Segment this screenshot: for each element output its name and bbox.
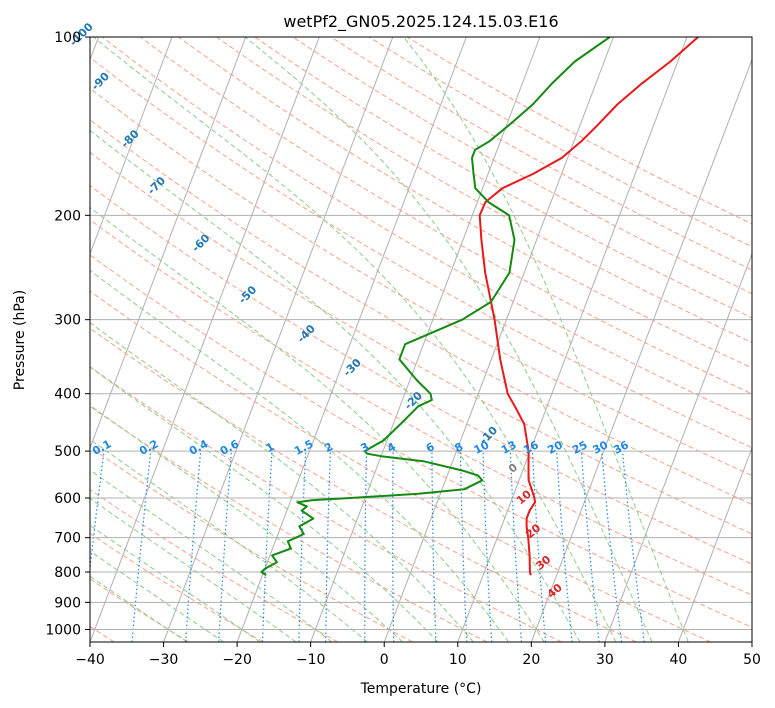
mixing-ratio-lines	[90, 451, 645, 642]
x-tick-label: 20	[522, 652, 540, 668]
mixing-ratio-label: 10	[472, 438, 492, 457]
mixing-ratio-label: 13	[499, 438, 519, 457]
pressure-grid	[90, 37, 752, 630]
isotherm-line	[90, 37, 173, 256]
x-tick-label: 0	[380, 652, 389, 668]
x-tick-label: 10	[449, 652, 467, 668]
axes: −40 −30 −20 −10 0 10 20 30 40 50 100 200 300 400 500 60…	[45, 30, 761, 668]
mixing-ratio-label: 20	[545, 438, 565, 457]
x-tick-label: 30	[596, 652, 614, 668]
moist-adiabat-line	[90, 575, 188, 642]
plot-frame	[89, 36, 753, 643]
dry-adiabat-line	[90, 405, 488, 642]
dry-adiabat-line	[90, 254, 752, 628]
mixing-ratio-line	[556, 451, 573, 642]
dry-adiabat-line	[90, 290, 712, 642]
dry-adiabat-line	[90, 446, 413, 642]
isotherm-line	[163, 37, 394, 642]
y-tick-label: 600	[54, 491, 81, 507]
moist-adiabat-line	[90, 497, 297, 642]
mixing-ratio-line	[185, 451, 202, 642]
moist-adiabat-line	[403, 37, 689, 642]
y-tick-label: 300	[54, 313, 81, 329]
x-tick-label: −20	[222, 652, 252, 668]
dry-adiabat-line	[140, 37, 752, 395]
isotherm-line	[677, 446, 752, 642]
y-tick-label: 900	[54, 595, 81, 611]
dry-adiabat-line	[178, 37, 752, 369]
moist-adiabat-line	[90, 550, 224, 642]
x-axis-label: Temperature (°C)	[360, 681, 482, 697]
y-tick-label: 800	[54, 565, 81, 581]
isotherm-line	[236, 37, 467, 642]
y-tick-label: 400	[54, 387, 81, 403]
isotherm-line	[90, 37, 320, 642]
isotherm-line	[530, 58, 752, 642]
y-axis-label: Pressure (hPa)	[12, 290, 28, 390]
moist-adiabat-line	[90, 404, 403, 642]
moist-adiabat-line	[90, 129, 581, 642]
y-tick-label: 500	[54, 444, 81, 460]
dry-adiabats	[90, 37, 752, 642]
mixing-ratio-label: 36	[611, 438, 631, 457]
isotherm-line	[383, 37, 614, 642]
dry-adiabat-line	[90, 184, 752, 565]
moist-adiabat-line	[90, 469, 332, 642]
moist-adiabat-line	[90, 206, 545, 642]
dry-adiabat-line	[90, 532, 264, 642]
mixing-ratio-label: 16	[521, 438, 541, 457]
y-tick-label: 200	[54, 208, 81, 224]
moist-adiabat-line	[90, 269, 510, 642]
isotherm-line	[604, 252, 752, 642]
x-tick-label: −40	[75, 652, 105, 668]
profile-series	[260, 37, 699, 577]
y-tick-label: 700	[54, 531, 81, 547]
moist-adiabat-line	[93, 37, 617, 642]
moist-adiabats	[90, 37, 689, 642]
isotherm-grid	[90, 37, 752, 642]
moist-adiabat-line	[90, 322, 474, 642]
moist-adiabat-line	[90, 438, 368, 642]
isotherm-line	[310, 37, 541, 642]
isotherm-line	[457, 37, 688, 642]
x-tick-label: −10	[296, 652, 326, 668]
mixing-ratio-line	[601, 451, 623, 642]
chart-title: wetPf2_GN05.2025.124.15.03.E16	[283, 12, 558, 32]
dry-adiabat-line	[90, 119, 752, 505]
y-tick-label: 1000	[45, 622, 81, 638]
isotherm-line	[90, 37, 247, 450]
mixing-ratio-line	[90, 451, 105, 574]
dewpoint-profile-line	[260, 37, 611, 577]
y-tick-label: 100	[54, 30, 81, 46]
dry-adiabat-line	[90, 151, 752, 535]
x-tick-label: 40	[670, 652, 688, 668]
temperature-profile-line	[478, 37, 699, 576]
moist-adiabat-line	[244, 37, 653, 642]
mixing-ratio-line	[621, 451, 645, 642]
dry-adiabat-line	[90, 56, 752, 449]
dry-adiabat-line	[90, 219, 752, 596]
dry-adiabat-line	[90, 327, 637, 642]
mixing-ratio-label: 30	[591, 438, 611, 457]
moist-adiabat-line	[90, 524, 261, 642]
dry-adiabat-line	[90, 488, 339, 642]
mixing-ratio-line	[131, 451, 152, 642]
x-tick-label: 50	[743, 652, 761, 668]
mixing-ratio-line	[580, 451, 600, 642]
x-tick-label: −30	[149, 652, 179, 668]
mixing-ratio-label: 25	[570, 438, 590, 457]
moist-adiabat-line	[90, 366, 439, 642]
dry-adiabat-line	[101, 37, 752, 422]
